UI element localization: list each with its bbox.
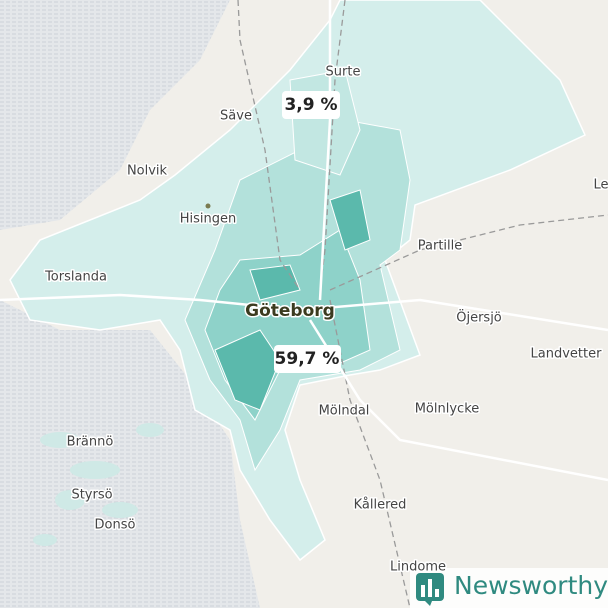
- callout-label: 3,9 %: [284, 95, 337, 115]
- place-label: Öjersjö: [456, 309, 502, 326]
- dense-districts: [214, 189, 371, 411]
- place-label: Kållered: [354, 498, 407, 513]
- logo-icon: [416, 573, 444, 606]
- place-label: Mölnlycke: [415, 402, 480, 417]
- callout-label: 59,7 %: [275, 349, 340, 369]
- place-label: Le: [593, 178, 608, 193]
- place-label: Torslanda: [44, 270, 107, 285]
- place-label: Landvetter: [531, 347, 603, 362]
- place-dot: [205, 203, 211, 209]
- place-label: Hisingen: [180, 212, 237, 227]
- callout-box: [282, 91, 340, 119]
- place-label: Brännö: [67, 435, 114, 450]
- place-label: Mölndal: [319, 404, 370, 419]
- place-label: Donsö: [95, 518, 136, 533]
- sea-north: [0, 0, 230, 230]
- place-label: Nolvik: [127, 164, 168, 179]
- logo-text: Newsworthy: [454, 571, 608, 600]
- place-label: Styrsö: [71, 488, 112, 503]
- place-label: Partille: [418, 239, 463, 254]
- place-label: Göteborg: [245, 301, 335, 321]
- islands: [33, 423, 164, 546]
- place-label: Säve: [220, 109, 252, 124]
- place-label: Surte: [326, 65, 361, 80]
- sea-south: [0, 300, 260, 608]
- callout-box: [274, 345, 341, 373]
- place-label: Lindome: [390, 560, 446, 575]
